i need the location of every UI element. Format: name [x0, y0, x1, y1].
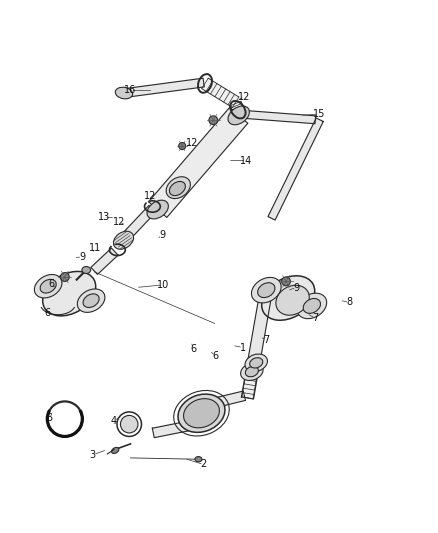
Ellipse shape [303, 298, 321, 313]
Text: 11: 11 [89, 243, 102, 253]
Text: 12: 12 [144, 190, 156, 200]
Text: 3: 3 [90, 450, 96, 460]
Ellipse shape [60, 273, 69, 281]
Ellipse shape [179, 142, 186, 150]
Polygon shape [148, 108, 248, 217]
Ellipse shape [245, 354, 268, 372]
Text: 9: 9 [293, 282, 300, 293]
Ellipse shape [261, 276, 315, 320]
Polygon shape [124, 78, 204, 98]
Polygon shape [207, 391, 246, 409]
Polygon shape [242, 370, 258, 399]
Text: 7: 7 [263, 335, 269, 345]
Polygon shape [268, 118, 323, 220]
Text: 5: 5 [46, 414, 53, 424]
Ellipse shape [184, 399, 219, 428]
Polygon shape [119, 205, 156, 244]
Text: 6: 6 [48, 279, 54, 289]
Text: 13: 13 [98, 213, 110, 222]
Text: 6: 6 [44, 309, 50, 318]
Ellipse shape [42, 271, 96, 316]
Text: 14: 14 [240, 156, 252, 166]
Ellipse shape [112, 447, 119, 454]
Ellipse shape [282, 277, 290, 286]
Ellipse shape [297, 293, 327, 319]
Text: 1: 1 [240, 343, 246, 352]
Text: 16: 16 [124, 85, 137, 95]
Polygon shape [240, 110, 316, 124]
Ellipse shape [82, 266, 91, 273]
Ellipse shape [209, 116, 218, 125]
Ellipse shape [250, 358, 263, 368]
Text: 9: 9 [79, 252, 85, 262]
Text: 8: 8 [346, 297, 353, 308]
Ellipse shape [120, 415, 138, 433]
Ellipse shape [170, 181, 185, 196]
Text: 2: 2 [201, 459, 207, 470]
Text: 7: 7 [312, 313, 318, 323]
Ellipse shape [228, 106, 249, 125]
Text: 12: 12 [186, 138, 198, 148]
Text: 12: 12 [113, 217, 125, 227]
Text: 10: 10 [157, 280, 169, 290]
Text: 6: 6 [191, 344, 197, 354]
Polygon shape [230, 101, 245, 116]
Ellipse shape [178, 394, 225, 432]
Polygon shape [152, 419, 198, 438]
Polygon shape [241, 289, 272, 399]
Ellipse shape [40, 279, 56, 293]
Ellipse shape [276, 285, 309, 315]
Ellipse shape [78, 289, 105, 312]
Text: 4: 4 [111, 416, 117, 426]
Polygon shape [91, 248, 118, 274]
Ellipse shape [35, 274, 62, 298]
Text: 12: 12 [238, 92, 251, 102]
Ellipse shape [258, 282, 275, 297]
Polygon shape [202, 78, 239, 108]
Ellipse shape [166, 177, 191, 199]
Ellipse shape [251, 277, 281, 303]
Text: 9: 9 [159, 230, 165, 240]
Text: 15: 15 [313, 109, 325, 119]
Ellipse shape [240, 363, 263, 381]
Ellipse shape [115, 87, 133, 99]
Text: 6: 6 [212, 351, 219, 361]
Ellipse shape [83, 294, 99, 308]
Ellipse shape [195, 457, 202, 462]
Ellipse shape [147, 200, 168, 219]
Ellipse shape [113, 231, 134, 249]
Ellipse shape [245, 367, 258, 377]
